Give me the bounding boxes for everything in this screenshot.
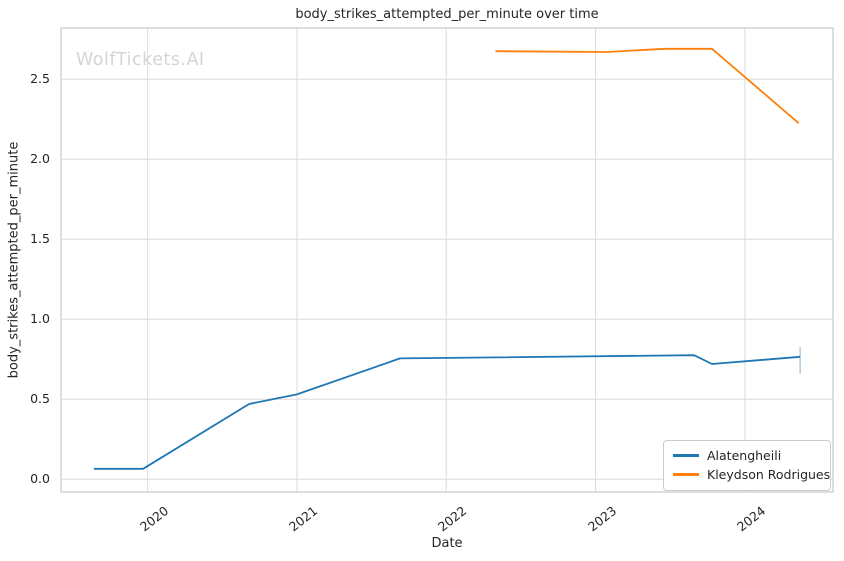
y-tick-label: 2.0 — [30, 151, 50, 167]
legend: Alatengheili Kleydson Rodrigues — [663, 440, 831, 491]
legend-item: Alatengheili — [673, 446, 822, 465]
x-axis-label: Date — [431, 536, 463, 551]
series-line — [93, 354, 801, 470]
y-tick-label: 2.5 — [30, 71, 50, 87]
series-line — [495, 47, 800, 124]
legend-label: Alatengheili — [707, 448, 782, 463]
y-tick-label: 0.5 — [30, 391, 50, 407]
watermark: WolfTickets.AI — [76, 50, 205, 70]
y-tick-label: 1.5 — [30, 231, 50, 247]
legend-line-swatch — [673, 473, 699, 476]
legend-line-swatch — [673, 454, 699, 457]
legend-label: Kleydson Rodrigues — [707, 467, 831, 482]
y-axis-label: body_strikes_attempted_per_minute — [6, 141, 22, 379]
chart-title: body_strikes_attempted_per_minute over t… — [295, 7, 599, 22]
plot-frame — [60, 27, 834, 493]
legend-item: Kleydson Rodrigues — [673, 465, 830, 484]
y-tick-label: 0.0 — [30, 471, 50, 487]
y-tick-label: 1.0 — [30, 311, 50, 327]
